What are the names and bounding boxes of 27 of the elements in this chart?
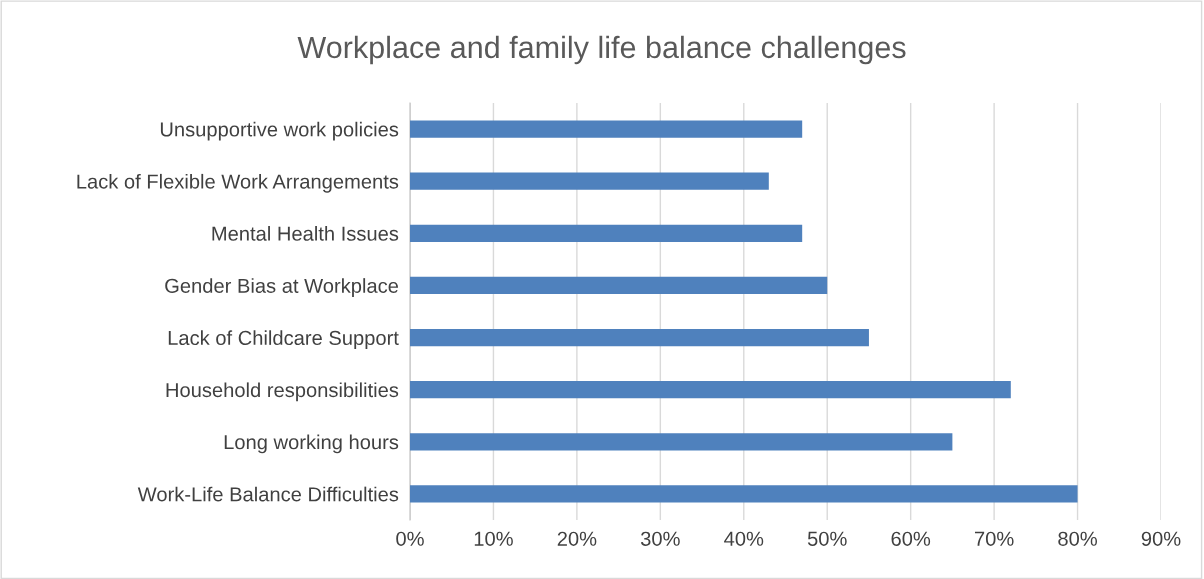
bar <box>410 120 803 138</box>
x-tick-label: 40% <box>724 531 764 546</box>
y-tick-label: Work-Life Balance Difficulties <box>137 486 399 502</box>
y-tick-label: Long working hours <box>224 434 399 454</box>
x-tick-label: 60% <box>891 531 931 546</box>
x-tick-label: 0% <box>396 531 424 546</box>
x-tick-label: 90% <box>1141 531 1181 546</box>
y-tick-label: Unsupportive work policies <box>160 121 399 141</box>
x-tick-label: 70% <box>974 531 1014 546</box>
bar <box>410 381 1011 399</box>
y-tick-label: Gender Bias at Workplace <box>165 278 399 297</box>
bar <box>410 224 803 242</box>
bar <box>410 172 769 190</box>
bar <box>410 328 869 347</box>
x-tick-label: 10% <box>474 531 513 546</box>
y-tick-label: Household responsibilities <box>166 382 399 402</box>
x-tick-label: 80% <box>1058 531 1097 546</box>
bar <box>410 485 1078 503</box>
y-tick-label: Lack of Flexible Work Arrangements <box>77 173 399 193</box>
y-tick-label: Lack of Childcare Support <box>168 330 399 350</box>
x-tick-label: 20% <box>557 531 597 546</box>
bar <box>410 276 828 295</box>
bar <box>410 433 953 451</box>
y-tick-label: Mental Health Issues <box>212 226 399 241</box>
chart-title: Workplace and family life balance challenges <box>297 35 906 65</box>
x-tick-label: 30% <box>640 531 680 546</box>
x-tick-label: 50% <box>807 531 847 546</box>
